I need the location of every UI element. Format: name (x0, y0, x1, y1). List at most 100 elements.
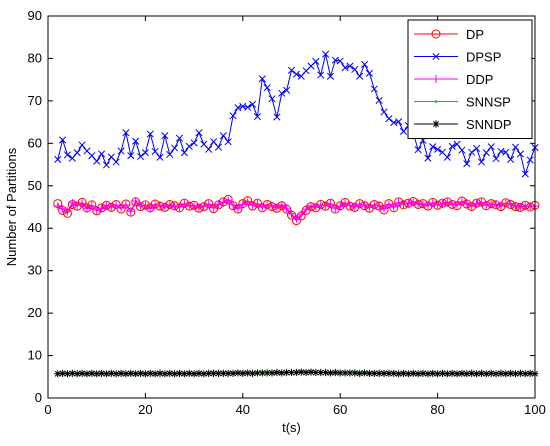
data-point-dpsp (380, 108, 388, 116)
data-point-ddp (214, 200, 223, 209)
data-point-ddp (204, 200, 213, 209)
x-axis-label: t(s) (282, 420, 301, 435)
data-point-snndp (404, 370, 412, 378)
data-point-snndp (200, 370, 208, 378)
y-tick-label: 80 (28, 50, 42, 65)
data-point-dpsp (448, 142, 456, 150)
data-point-snndp (97, 369, 106, 377)
data-point-ddp (165, 201, 174, 210)
legend-marker (434, 100, 438, 103)
data-point-snndp (448, 369, 456, 377)
data-point-ddp (511, 201, 520, 210)
data-point-ddp (365, 203, 374, 212)
data-point-snndp (385, 369, 393, 377)
data-point-dpsp (507, 155, 515, 164)
data-point-ddp (336, 202, 345, 211)
data-point-ddp (53, 202, 62, 211)
data-point-dpsp (492, 155, 500, 163)
data-point-dpsp (136, 152, 145, 161)
data-point-snndp (351, 369, 359, 377)
data-point-dpsp (59, 136, 67, 144)
data-point-snndp (136, 369, 145, 377)
data-point-dpsp (132, 137, 140, 145)
data-point-snndp (521, 370, 529, 378)
data-point-snndp (273, 368, 281, 377)
data-point-snndp (380, 369, 388, 377)
data-point-ddp (233, 204, 242, 213)
data-point-dpsp (278, 89, 286, 97)
data-point-dpsp (375, 96, 383, 105)
data-point-snndp (83, 370, 91, 378)
y-tick-label: 10 (28, 348, 42, 363)
data-point-dpsp (434, 145, 442, 153)
data-point-ddp (297, 210, 306, 219)
data-point-snndp (477, 369, 486, 377)
x-tick-label: 60 (333, 402, 347, 417)
data-point-dpsp (511, 143, 520, 151)
data-point-dpsp (395, 118, 403, 126)
data-point-dpsp (73, 149, 81, 157)
data-point-dpsp (63, 151, 72, 159)
data-point-ddp (63, 207, 72, 216)
data-point-snndp (317, 368, 325, 377)
y-tick-label: 60 (28, 135, 42, 150)
data-point-ddp (68, 198, 77, 207)
x-tick-label: 100 (524, 402, 546, 417)
data-point-dpsp (453, 140, 461, 148)
data-point-dpsp (117, 147, 125, 155)
data-point-ddp (453, 200, 462, 209)
legend-item-dp: DP (414, 27, 484, 42)
data-point-dpsp (161, 132, 169, 140)
data-point-snndp (360, 369, 369, 377)
data-point-dpsp (502, 148, 510, 156)
data-point-dpsp (477, 158, 485, 166)
data-point-snndp (258, 369, 266, 377)
data-point-dpsp (463, 160, 471, 168)
data-point-snndp (239, 369, 247, 377)
data-point-snndp (390, 369, 398, 377)
data-point-snndp (224, 369, 232, 377)
data-point-dpsp (482, 149, 490, 157)
data-point-dpsp (468, 148, 476, 156)
data-point-dpsp (487, 143, 495, 151)
data-point-snndp (283, 368, 291, 377)
data-point-snndp (63, 370, 72, 378)
y-tick-label: 70 (28, 93, 42, 108)
data-point-ddp (506, 199, 515, 208)
data-point-snndp (214, 369, 223, 377)
data-point-snndp (229, 369, 237, 377)
data-point-ddp (146, 204, 155, 213)
data-point-snndp (511, 370, 520, 378)
data-point-dpsp (93, 157, 101, 165)
data-point-snndp (244, 369, 252, 377)
data-point-ddp (175, 203, 184, 211)
data-point-dpsp (127, 152, 135, 160)
data-point-dpsp (102, 161, 110, 169)
data-point-snndp (434, 370, 442, 378)
data-point-dpsp (229, 112, 237, 120)
data-point-dpsp (112, 158, 120, 166)
data-point-dpsp (443, 153, 451, 161)
data-point-ddp (180, 200, 189, 209)
plot-series (53, 50, 540, 378)
data-point-ddp (282, 204, 291, 213)
data-point-dpsp (190, 139, 198, 147)
x-tick-label: 0 (44, 402, 51, 417)
data-point-ddp (428, 199, 437, 208)
data-point-dpsp (122, 129, 130, 137)
data-point-dpsp (248, 100, 257, 108)
data-point-snndp (482, 370, 490, 378)
data-point-snndp (132, 370, 140, 378)
data-point-ddp (258, 203, 267, 211)
data-point-ddp (331, 204, 340, 213)
data-point-snndp (205, 369, 213, 377)
data-point-dpsp (205, 145, 213, 153)
data-point-dpsp (263, 84, 271, 92)
data-point-dpsp (78, 141, 86, 149)
data-point-snndp (326, 369, 335, 377)
data-point-dpsp (336, 57, 344, 65)
data-point-snndp (219, 369, 227, 377)
data-point-ddp (209, 203, 218, 212)
data-point-ddp (404, 200, 413, 209)
y-tick-label: 50 (28, 178, 42, 193)
